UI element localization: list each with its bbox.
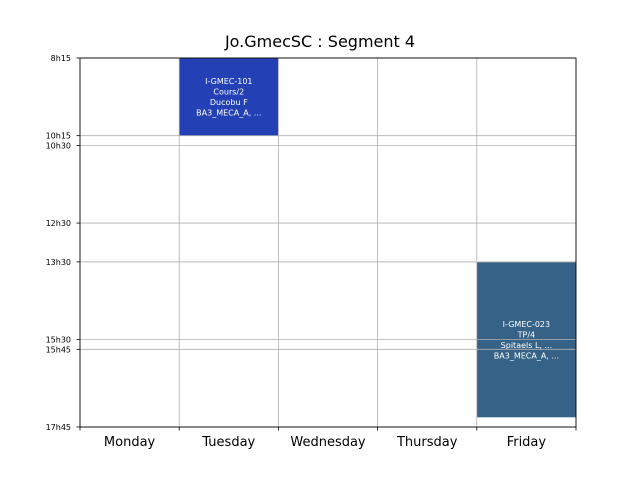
- event-block-1: [179, 58, 279, 136]
- event-1-line-4: BA3_MECA_A, ...: [196, 109, 261, 118]
- event-1-line-2: Cours/2: [213, 88, 244, 97]
- x-tick-label-friday: Friday: [507, 435, 547, 450]
- y-tick-label-7: 15h45: [46, 345, 71, 354]
- event-2-line-2: TP/4: [517, 330, 536, 339]
- y-tick-label-3: 10h30: [46, 141, 71, 150]
- y-tick-label-2: 10h15: [46, 132, 71, 141]
- event-2-line-4: BA3_MECA_A, ...: [494, 351, 559, 360]
- y-tick-label-1: 8h15: [51, 54, 71, 63]
- x-tick-label-tuesday: Tuesday: [201, 435, 255, 450]
- y-tick-label-4: 12h30: [46, 219, 71, 228]
- event-2-line-1: I-GMEC-023: [503, 320, 550, 329]
- y-tick-label-8: 17h45: [46, 423, 71, 432]
- event-1-line-1: I-GMEC-101: [205, 77, 252, 86]
- event-2-line-3: Spitaels L, ...: [501, 341, 552, 350]
- plot-frame: [79, 57, 577, 428]
- y-tick-label-5: 13h30: [46, 258, 71, 267]
- y-tick-label-6: 15h30: [46, 336, 71, 345]
- x-tick-label-monday: Monday: [104, 435, 156, 450]
- chart-title: Jo.GmecSC : Segment 4: [224, 32, 416, 51]
- x-tick-label-wednesday: Wednesday: [290, 435, 366, 450]
- event-1-line-3: Ducobu F: [210, 98, 248, 107]
- x-tick-label-thursday: Thursday: [396, 435, 458, 450]
